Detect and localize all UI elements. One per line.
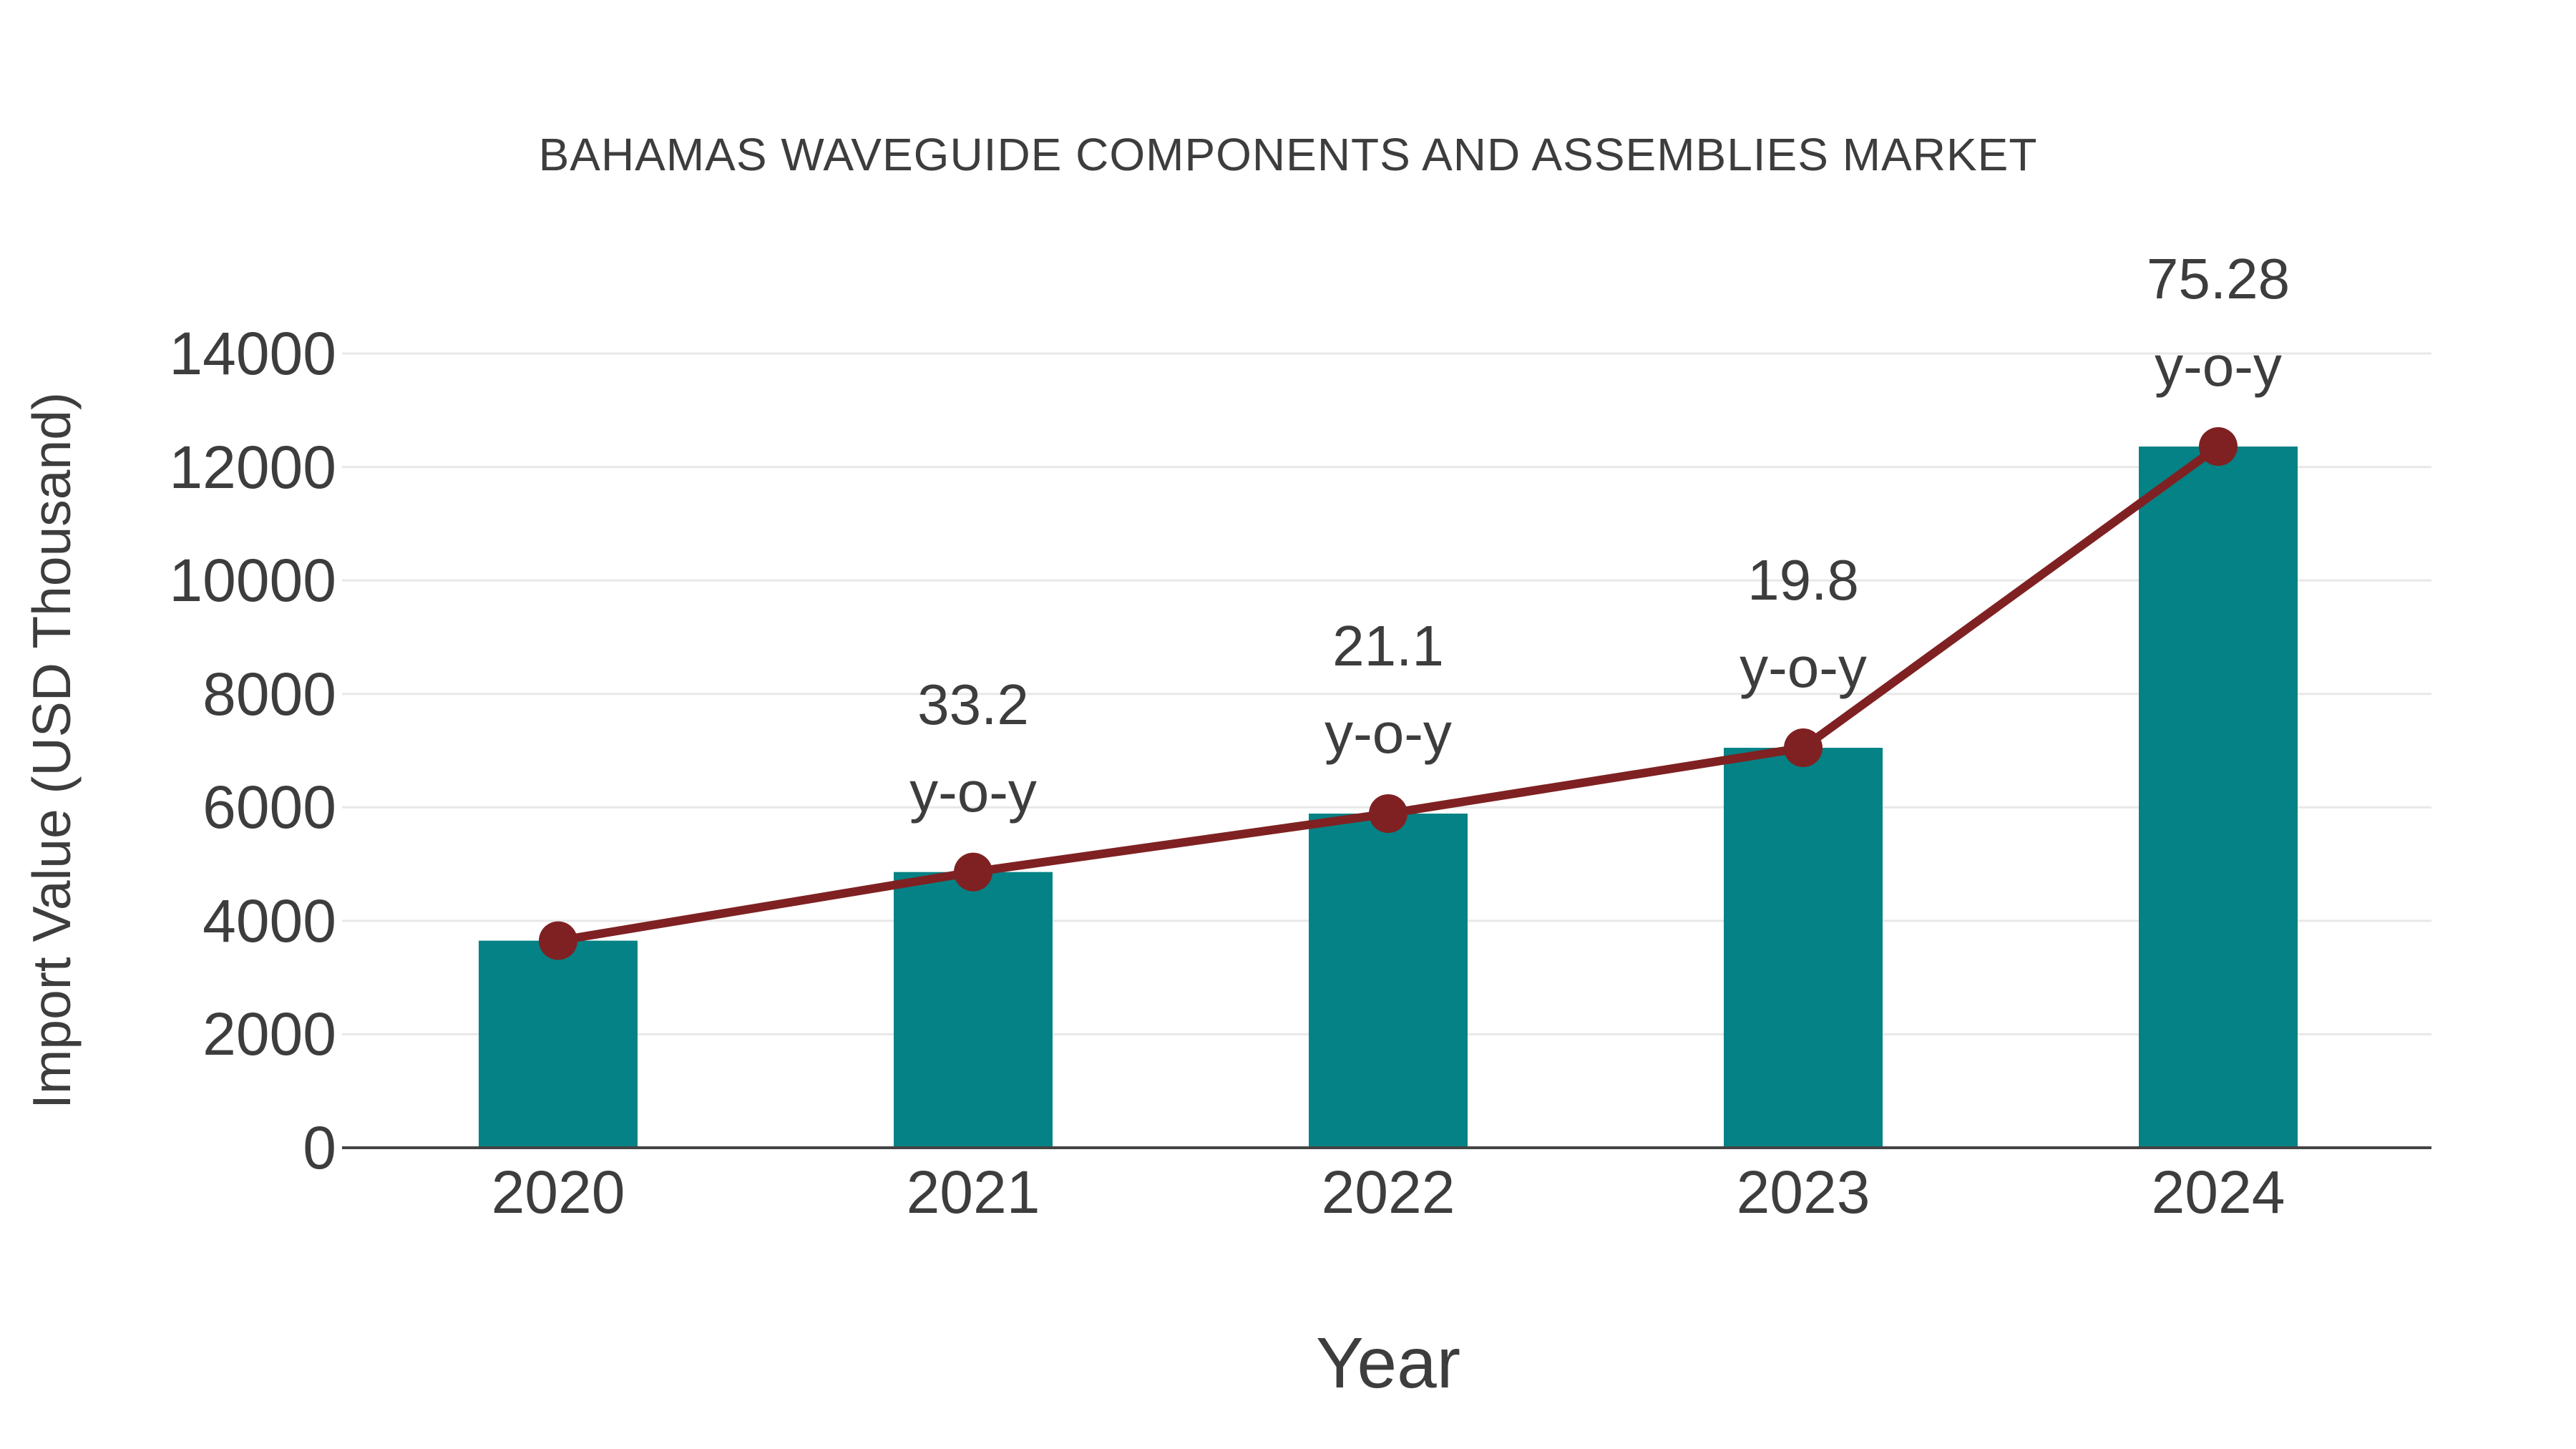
trend-marker-2020 [539, 921, 577, 960]
trend-marker-2021 [954, 852, 992, 892]
annotation-2023: 19.8 y-o-y [1596, 537, 2011, 711]
y-tick-label-2000: 2000 [203, 1000, 336, 1068]
annotation-2022: 21.1 y-o-y [1181, 602, 1596, 777]
trend-marker-2023 [1784, 728, 1823, 768]
annotation-value: 33.2 [917, 672, 1029, 736]
x-tick-label-2021: 2021 [906, 1158, 1040, 1226]
y-tick-label-0: 0 [303, 1114, 336, 1181]
y-tick-label-12000: 12000 [169, 433, 336, 501]
bar-2023 [1724, 748, 1883, 1148]
bar-2024 [2139, 447, 2298, 1148]
annotation-2024: 75.28 y-o-y [2011, 235, 2426, 410]
annotation-suffix: y-o-y [2155, 334, 2282, 399]
annotation-value: 75.28 [2146, 247, 2290, 311]
x-tick-label-2024: 2024 [2151, 1158, 2285, 1226]
chart-title: BAHAMAS WAVEGUIDE COMPONENTS AND ASSEMBL… [538, 129, 2038, 180]
annotation-suffix: y-o-y [1324, 701, 1452, 765]
y-tick-label-14000: 14000 [169, 320, 336, 387]
trend-marker-2024 [2199, 427, 2238, 467]
y-tick-label-10000: 10000 [169, 547, 336, 615]
annotation-suffix: y-o-y [909, 759, 1037, 824]
bar-2020 [479, 940, 638, 1148]
annotation-suffix: y-o-y [1740, 635, 1867, 700]
y-tick-label-8000: 8000 [203, 660, 336, 728]
annotation-value: 21.1 [1332, 614, 1444, 678]
annotation-2021: 33.2 y-o-y [766, 661, 1181, 836]
x-tick-label-2023: 2023 [1736, 1158, 1870, 1226]
annotation-value: 19.8 [1747, 548, 1859, 613]
y-tick-label-6000: 6000 [203, 774, 336, 841]
x-axis-title: Year [1315, 1323, 1461, 1403]
y-tick-label-4000: 4000 [203, 887, 336, 955]
x-tick-label-2020: 2020 [491, 1158, 625, 1226]
bar-2022 [1309, 814, 1468, 1148]
x-tick-label-2022: 2022 [1321, 1158, 1455, 1226]
trend-marker-2022 [1369, 794, 1407, 834]
bar-2021 [894, 872, 1053, 1148]
